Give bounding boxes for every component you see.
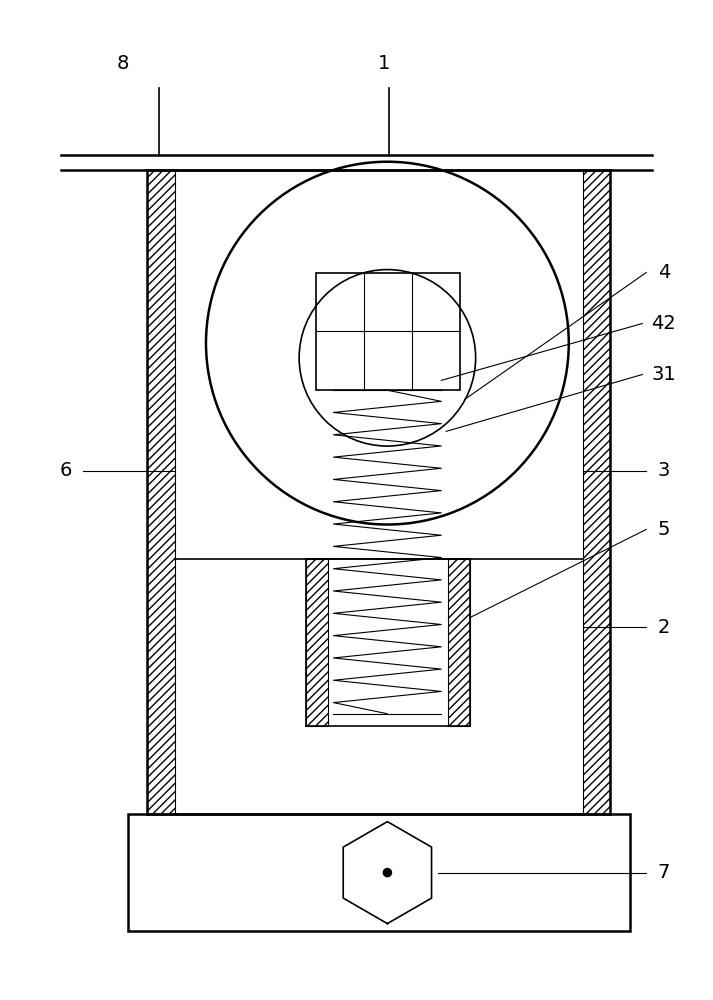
- Text: 5: 5: [657, 520, 670, 539]
- Bar: [316, 273, 460, 390]
- Bar: [147, 170, 175, 814]
- Bar: [583, 170, 610, 814]
- Text: 2: 2: [657, 618, 670, 637]
- Text: 3: 3: [657, 461, 670, 480]
- Bar: [448, 559, 470, 726]
- Bar: [306, 559, 327, 726]
- Text: 4: 4: [657, 263, 670, 282]
- Text: 1: 1: [379, 54, 391, 73]
- Circle shape: [384, 869, 391, 877]
- Text: 6: 6: [60, 461, 72, 480]
- Bar: [128, 814, 630, 931]
- Text: 8: 8: [116, 54, 129, 73]
- Text: 7: 7: [657, 863, 670, 882]
- Text: 42: 42: [652, 314, 676, 333]
- Text: 31: 31: [652, 365, 676, 384]
